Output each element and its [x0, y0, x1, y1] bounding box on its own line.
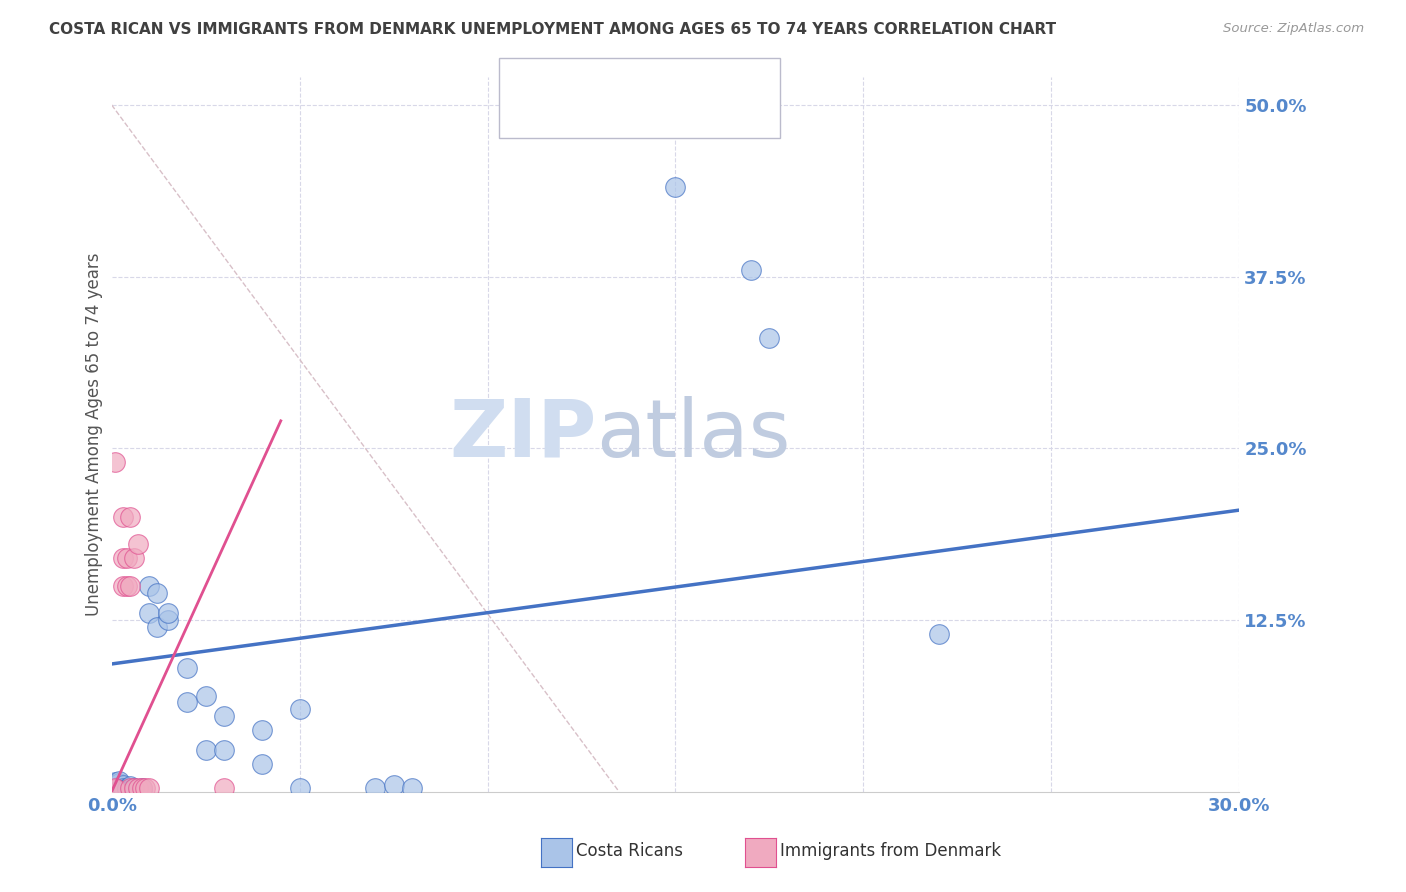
Point — [131, 780, 153, 795]
Point — [122, 780, 145, 795]
Text: COSTA RICAN VS IMMIGRANTS FROM DENMARK UNEMPLOYMENT AMONG AGES 65 TO 74 YEARS CO: COSTA RICAN VS IMMIGRANTS FROM DENMARK U… — [49, 22, 1056, 37]
Point — [122, 551, 145, 566]
Point — [115, 781, 138, 796]
Point — [250, 723, 273, 737]
Point — [156, 613, 179, 627]
Point — [250, 757, 273, 772]
Point — [104, 775, 127, 789]
Point — [214, 743, 236, 757]
Point — [108, 776, 131, 790]
Point — [115, 579, 138, 593]
Point — [111, 780, 134, 795]
Point — [740, 262, 762, 277]
Text: 0.509: 0.509 — [589, 107, 641, 125]
Point — [138, 780, 160, 795]
Text: R =: R = — [547, 107, 583, 125]
Point — [111, 781, 134, 796]
Point — [111, 510, 134, 524]
Text: R =: R = — [547, 69, 583, 87]
Point — [108, 779, 131, 793]
Point — [364, 780, 387, 795]
Point — [176, 695, 198, 709]
Point — [104, 781, 127, 796]
Point — [401, 780, 423, 795]
Text: 36: 36 — [695, 69, 717, 87]
Point — [120, 779, 142, 793]
Text: N =: N = — [643, 107, 690, 125]
Point — [288, 780, 311, 795]
Point — [138, 606, 160, 620]
Point — [138, 579, 160, 593]
Point — [104, 778, 127, 792]
Point — [134, 780, 156, 795]
Point — [120, 510, 142, 524]
Point — [127, 537, 149, 551]
Point — [111, 778, 134, 792]
Point — [145, 585, 167, 599]
Point — [122, 780, 145, 795]
Text: N =: N = — [643, 69, 690, 87]
Point — [104, 781, 127, 796]
Point — [120, 579, 142, 593]
Point — [108, 783, 131, 797]
Point — [104, 780, 127, 795]
Point — [120, 781, 142, 796]
Point — [214, 780, 236, 795]
Text: Source: ZipAtlas.com: Source: ZipAtlas.com — [1223, 22, 1364, 36]
Point — [108, 773, 131, 788]
Point — [127, 781, 149, 796]
Point — [127, 780, 149, 795]
Point — [664, 180, 686, 194]
Text: 0.139: 0.139 — [589, 69, 641, 87]
Text: 19: 19 — [695, 107, 717, 125]
Point — [111, 579, 134, 593]
Point — [131, 783, 153, 797]
Point — [758, 331, 780, 345]
Point — [176, 661, 198, 675]
Point — [194, 689, 217, 703]
Text: Costa Ricans: Costa Ricans — [576, 842, 683, 860]
Point — [115, 551, 138, 566]
Point — [194, 743, 217, 757]
Point — [382, 778, 405, 792]
Point — [120, 780, 142, 795]
Text: Immigrants from Denmark: Immigrants from Denmark — [780, 842, 1001, 860]
Point — [214, 709, 236, 723]
Point — [104, 455, 127, 469]
Point — [120, 783, 142, 797]
Point — [122, 783, 145, 797]
Text: atlas: atlas — [596, 395, 792, 474]
Text: ZIP: ZIP — [450, 395, 596, 474]
Point — [131, 780, 153, 795]
Point — [115, 780, 138, 795]
Point — [111, 783, 134, 797]
Point — [111, 551, 134, 566]
Point — [145, 620, 167, 634]
Point — [288, 702, 311, 716]
Point — [104, 780, 127, 795]
Y-axis label: Unemployment Among Ages 65 to 74 years: Unemployment Among Ages 65 to 74 years — [86, 252, 103, 616]
Point — [108, 781, 131, 796]
Point — [928, 626, 950, 640]
Point — [156, 606, 179, 620]
